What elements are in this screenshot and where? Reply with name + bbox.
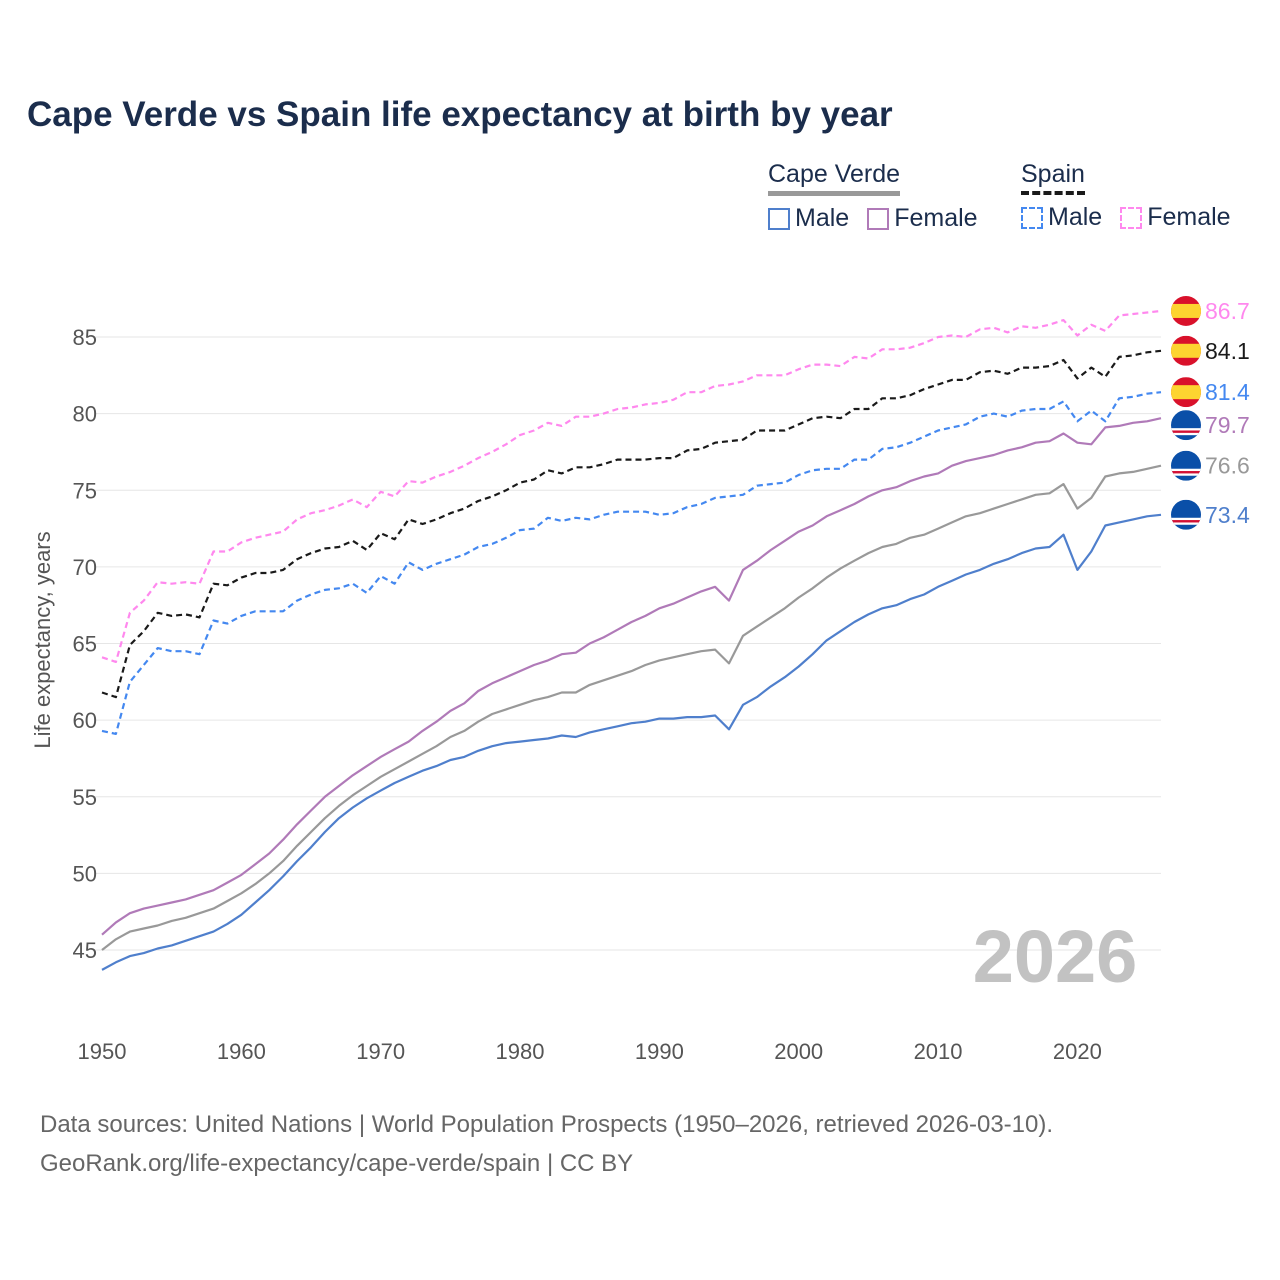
end-value-label: 79.7 xyxy=(1205,412,1250,438)
legend-swatch xyxy=(1021,206,1043,229)
end-value-label: 73.4 xyxy=(1205,502,1250,528)
y-tick-label: 50 xyxy=(73,861,97,886)
x-tick-label: 1950 xyxy=(78,1039,127,1064)
x-tick-label: 1960 xyxy=(217,1039,266,1064)
y-tick-label: 70 xyxy=(73,555,97,580)
legend-swatch xyxy=(1120,206,1143,229)
x-tick-label: 2000 xyxy=(774,1039,823,1064)
end-value-label: 86.7 xyxy=(1205,298,1250,324)
legend-label: Male xyxy=(795,204,850,232)
series-line-cape-verde-female[interactable] xyxy=(101,417,1162,936)
y-tick-label: 75 xyxy=(73,478,97,503)
cape-verde-flag-icon xyxy=(1171,450,1201,481)
y-tick-label: 85 xyxy=(73,325,97,350)
source-link[interactable]: GeoRank.org/life-expectancy/cape-verde/s… xyxy=(40,1150,634,1177)
x-tick-label: 1980 xyxy=(496,1039,545,1064)
series-line-cape-verde[interactable] xyxy=(101,464,1162,951)
cape-verde-flag-icon xyxy=(1171,410,1201,441)
legend-item-cv-male[interactable]: Male xyxy=(768,204,849,233)
legend-item-cv-female[interactable]: Female xyxy=(867,204,978,233)
legend-group-title: Spain xyxy=(1021,160,1085,195)
end-value-label: 81.4 xyxy=(1205,379,1250,405)
spain-flag-icon xyxy=(1171,295,1201,326)
y-axis: 45 50 55 60 65 70 75 80 85 xyxy=(73,325,97,963)
spain-flag-icon xyxy=(1171,335,1201,366)
source-note: Data sources: United Nations | World Pop… xyxy=(40,1105,1053,1183)
end-value-label: 76.6 xyxy=(1205,453,1250,479)
y-axis-label: Life expectancy, years xyxy=(30,531,55,748)
legend-item-spain-female[interactable]: Female xyxy=(1120,203,1231,232)
source-line: Data sources: United Nations | World Pop… xyxy=(40,1111,1054,1138)
series-line-cape-verde-male[interactable] xyxy=(101,513,1162,971)
legend-item-spain-male[interactable]: Male xyxy=(1021,203,1102,232)
series-line-spain[interactable] xyxy=(101,349,1162,699)
series-lines xyxy=(101,309,1162,971)
cape-verde-flag-icon xyxy=(1171,499,1201,530)
legend-label: Male xyxy=(1048,203,1103,231)
y-tick-label: 60 xyxy=(73,708,97,733)
spain-flag-icon xyxy=(1171,377,1201,408)
legend-group-title: Cape Verde xyxy=(768,160,901,196)
legend-label: Female xyxy=(1147,203,1231,231)
legend-cape-verde: Cape Verde Male Female xyxy=(768,160,978,233)
x-tick-label: 1970 xyxy=(356,1039,405,1064)
y-tick-label: 45 xyxy=(73,938,97,963)
x-tick-label: 1990 xyxy=(635,1039,684,1064)
legend-spain: Spain Male Female xyxy=(1021,160,1231,232)
series-line-spain-male[interactable] xyxy=(101,391,1162,736)
legend-swatch xyxy=(867,207,890,230)
legend-label: Female xyxy=(894,204,978,232)
end-labels: 86.7 84.1 81.4 79.7 76.6 73.4 xyxy=(1171,295,1250,530)
y-tick-label: 65 xyxy=(73,632,97,657)
year-annotation: 2026 xyxy=(973,915,1138,998)
x-axis: 1950 1960 1970 1980 1990 2000 2010 2020 xyxy=(78,1039,1102,1064)
x-tick-label: 2020 xyxy=(1053,1039,1102,1064)
series-line-spain-female[interactable] xyxy=(101,309,1162,664)
y-tick-label: 55 xyxy=(73,785,97,810)
legend-swatch xyxy=(768,207,790,230)
y-tick-label: 80 xyxy=(73,402,97,427)
chart-title: Cape Verde vs Spain life expectancy at b… xyxy=(27,95,893,134)
x-tick-label: 2010 xyxy=(914,1039,963,1064)
grid xyxy=(95,336,1161,951)
end-value-label: 84.1 xyxy=(1205,338,1250,364)
